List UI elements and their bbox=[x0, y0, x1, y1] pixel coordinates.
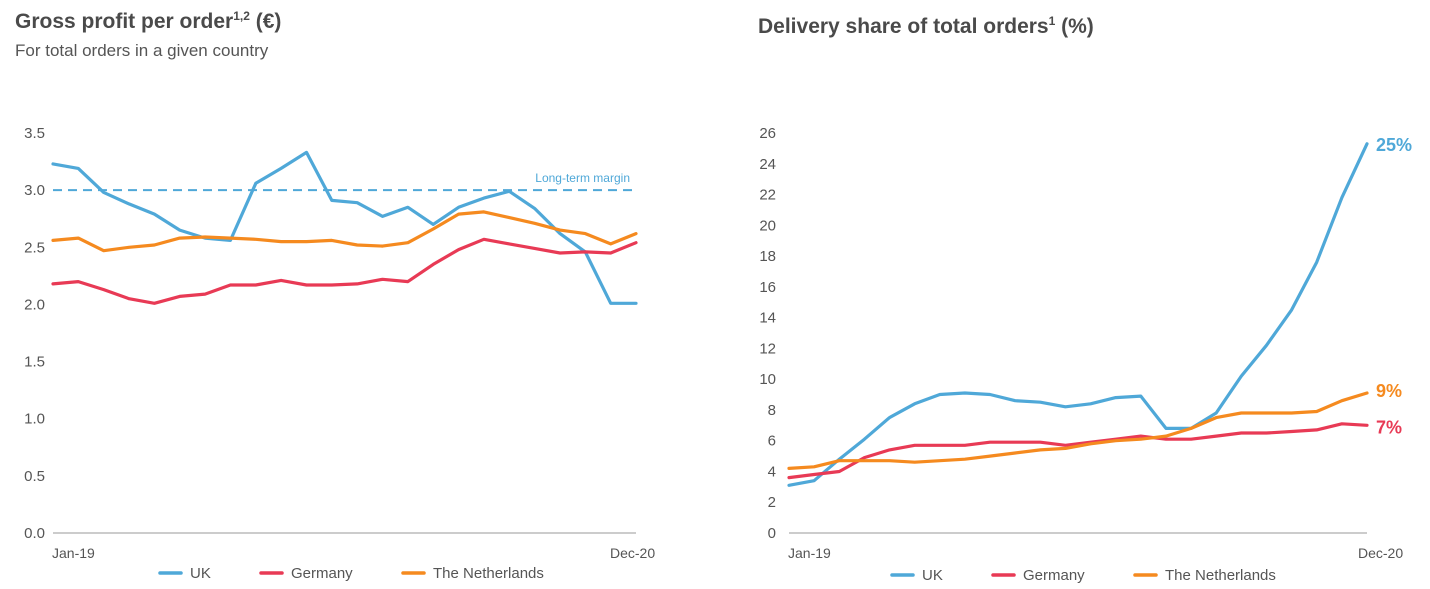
right-legend-label-germany: Germany bbox=[1023, 567, 1085, 584]
left-series-line-germany bbox=[51, 237, 638, 305]
left-y-tick-label: 2.0 bbox=[24, 296, 45, 313]
right-end-label-germany: 7% bbox=[1376, 417, 1402, 437]
right-y-tick-label: 4 bbox=[768, 463, 776, 480]
right-chart-title-text: Delivery share of total orders bbox=[758, 15, 1049, 38]
left-legend-label-germany: Germany bbox=[291, 565, 353, 582]
right-y-tick-label: 18 bbox=[759, 248, 776, 265]
right-y-tick-label: 0 bbox=[768, 525, 776, 542]
left-y-tick-label: 1.5 bbox=[24, 354, 45, 371]
right-y-tick-label: 12 bbox=[759, 340, 776, 357]
left-chart-title-text: Gross profit per order bbox=[15, 10, 234, 33]
left-chart-title-footnote: 1,2 bbox=[233, 9, 250, 23]
right-series-line-germany bbox=[787, 422, 1369, 480]
right-y-tick-label: 24 bbox=[759, 156, 776, 173]
left-x-tick-label: Dec-20 bbox=[610, 545, 655, 561]
right-y-tick-label: 2 bbox=[768, 494, 776, 511]
right-legend-label-uk: UK bbox=[922, 567, 943, 584]
right-series-line-uk bbox=[787, 142, 1369, 487]
left-reference-line-label: Long-term margin bbox=[535, 171, 630, 185]
right-y-tick-label: 26 bbox=[759, 125, 776, 142]
right-legend-label-the-netherlands: The Netherlands bbox=[1165, 567, 1276, 584]
right-end-label-uk: 25% bbox=[1376, 135, 1412, 155]
right-y-tick-label: 22 bbox=[759, 187, 776, 204]
right-y-tick-label: 16 bbox=[759, 279, 776, 296]
left-y-tick-label: 1.0 bbox=[24, 411, 45, 428]
right-chart-title: Delivery share of total orders1 (%) bbox=[758, 15, 1094, 39]
right-chart-title-unit: (%) bbox=[1055, 15, 1094, 38]
right-y-tick-label: 20 bbox=[759, 217, 776, 234]
right-y-tick-label: 6 bbox=[768, 433, 776, 450]
right-end-label-the-netherlands: 9% bbox=[1376, 381, 1402, 401]
left-series-line-uk bbox=[51, 150, 638, 305]
right-x-tick-label: Dec-20 bbox=[1358, 545, 1403, 561]
left-x-tick-label: Jan-19 bbox=[52, 545, 95, 561]
left-chart-title: Gross profit per order1,2 (€) bbox=[15, 10, 281, 34]
left-series-line-the-netherlands bbox=[51, 210, 638, 253]
right-x-tick-label: Jan-19 bbox=[788, 545, 831, 561]
left-y-tick-label: 2.5 bbox=[24, 239, 45, 256]
right-chart-title-footnote: 1 bbox=[1048, 14, 1056, 28]
right-y-tick-label: 10 bbox=[759, 371, 776, 388]
left-legend-label-the-netherlands: The Netherlands bbox=[433, 565, 544, 582]
left-y-tick-label: 0.0 bbox=[24, 525, 45, 542]
left-legend-label-uk: UK bbox=[190, 565, 211, 582]
right-y-tick-label: 14 bbox=[759, 310, 776, 327]
right-y-tick-label: 8 bbox=[768, 402, 776, 419]
left-y-tick-label: 0.5 bbox=[24, 468, 45, 485]
left-chart-title-unit: (€) bbox=[249, 10, 282, 33]
right-series-line-the-netherlands bbox=[787, 391, 1369, 470]
left-chart-subtitle: For total orders in a given country bbox=[15, 41, 269, 60]
left-y-tick-label: 3.5 bbox=[24, 125, 45, 142]
left-y-tick-label: 3.0 bbox=[24, 182, 45, 199]
